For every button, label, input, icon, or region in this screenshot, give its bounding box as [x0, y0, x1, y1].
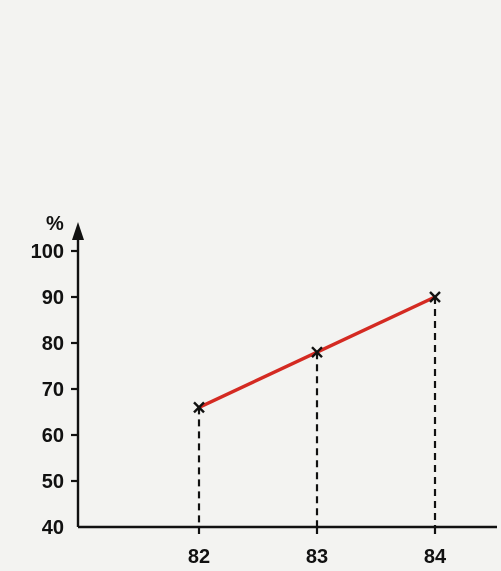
- data-point-marker: [311, 346, 323, 359]
- y-tick-label: 70: [42, 379, 64, 401]
- y-tick-label: 80: [42, 333, 64, 355]
- y-tick-label: 100: [31, 241, 64, 263]
- data-point-marker: [193, 401, 205, 414]
- x-tick-label: 82: [188, 546, 210, 568]
- marker-stroke: [193, 401, 205, 414]
- markers: [193, 291, 441, 414]
- axes: [71, 222, 497, 534]
- y-tick-label: 50: [42, 471, 64, 493]
- tick-labels: % 40 50 60 70 80 90 100 82 83 84: [31, 213, 447, 568]
- data-point-marker: [429, 291, 441, 303]
- drop-lines: [197, 297, 437, 527]
- x-tick-label: 83: [306, 546, 328, 568]
- y-tick-label: 40: [42, 517, 64, 539]
- y-tick-label: 60: [42, 425, 64, 447]
- marker-stroke: [311, 346, 323, 359]
- y-axis-arrowhead: [72, 222, 84, 240]
- marker-stroke: [429, 291, 441, 303]
- x-tick-label: 84: [424, 546, 447, 568]
- y-tick-label: 90: [42, 287, 64, 309]
- y-axis-unit-label: %: [46, 213, 64, 235]
